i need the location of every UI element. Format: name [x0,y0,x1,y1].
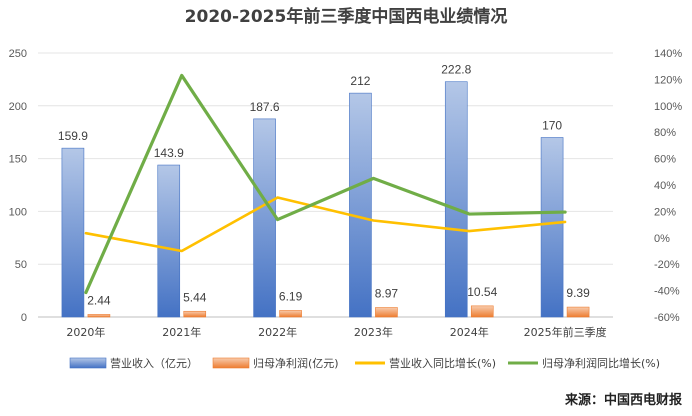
revenue-data-label: 159.9 [58,129,88,143]
legend-item-revenue: 营业收入（亿元） [69,356,198,370]
y-left-tick-label: 200 [9,101,27,113]
y-left-tick-label: 150 [9,154,27,166]
source-note: 来源：中国西电财报 [564,392,683,408]
net-profit-data-label: 6.19 [279,289,303,303]
y-right-tick-label: -20% [654,259,680,271]
x-category-label: 2022年 [258,325,297,339]
y-left-tick-label: 250 [9,48,27,60]
revenue-bar [349,92,372,318]
gridlines [38,52,613,318]
revenue-bar [61,147,85,318]
legend: 营业收入（亿元） 归母净利润(亿元) 营业收入同比增长(%) 归母净利润同比增长… [69,356,660,370]
revenue-data-label: 170 [542,118,562,132]
revenue-data-label: 212 [350,74,370,88]
net-profit-bar [375,307,398,318]
y-right-tick-label: -60% [654,312,680,324]
y-axis-left: 0 50 100 150 200 250 [9,48,27,324]
revenue-bar [540,137,564,318]
legend-label-net-profit: 归母净利润(亿元) [253,356,339,370]
y-right-tick-label: 20% [654,206,676,218]
y-right-tick-label: -40% [654,286,680,298]
net-profit-data-label: 8.97 [375,287,399,301]
y-left-tick-label: 100 [9,206,27,218]
profit-growth-line [84,73,567,295]
revenue-bar [157,164,181,318]
y-right-tick-label: 0% [654,233,670,245]
net-profit-bar [183,310,207,318]
x-axis: 2020年 2021年 2022年 2023年 2024年 2025年前三季度 [66,325,606,339]
x-category-label: 2023年 [354,325,393,339]
legend-label-revenue-growth: 营业收入同比增长(%) [389,356,496,370]
net-profit-bar [470,305,494,318]
y-right-tick-label: 120% [654,74,682,86]
y-left-tick-label: 0 [21,312,27,324]
net-profit-bar [87,314,111,318]
net-profit-bar [566,306,590,318]
y-right-tick-label: 60% [654,154,676,166]
bar-series [61,81,590,318]
revenue-data-label: 187.6 [250,100,280,114]
legend-item-net-profit: 归母净利润(亿元) [212,356,339,370]
net-profit-bar [279,310,302,318]
y-right-tick-label: 40% [654,180,676,192]
legend-swatch-net-profit [212,357,250,369]
y-axis-right: -60% -40% -20% 0% 20% 40% 60% 80% 100% 120% 140% [654,48,682,324]
revenue-data-label: 143.9 [154,146,184,160]
y-left-tick-label: 50 [15,259,27,271]
x-category-label: 2025年前三季度 [524,325,607,339]
revenue-bar [444,81,468,318]
x-category-label: 2021年 [162,325,201,339]
legend-item-profit-growth: 归母净利润同比增长(%) [508,356,660,370]
y-right-tick-label: 100% [654,101,682,113]
legend-label-profit-growth: 归母净利润同比增长(%) [542,356,660,370]
legend-label-revenue: 营业收入（亿元） [110,356,198,370]
chart-title: 2020-2025年前三季度中国西电业绩情况 [185,6,508,27]
line-series [84,73,567,295]
legend-item-revenue-growth: 营业收入同比增长(%) [355,356,496,370]
revenue-growth-line [84,196,567,253]
revenue-bar [253,118,276,318]
legend-swatch-revenue [69,357,107,369]
y-right-tick-label: 80% [654,127,676,139]
net-profit-data-label: 5.44 [183,290,207,304]
x-category-label: 2024年 [450,325,489,339]
revenue-data-label: 222.8 [441,63,471,77]
net-profit-data-label: 9.39 [566,286,590,300]
net-profit-data-label: 2.44 [87,293,111,307]
data-labels: 159.9 143.9 187.6 212 222.8 170 2.44 5.44 6.19 8.… [58,63,590,308]
y-right-tick-label: 140% [654,48,682,60]
x-category-label: 2020年 [66,325,105,339]
net-profit-data-label: 10.54 [467,285,497,299]
